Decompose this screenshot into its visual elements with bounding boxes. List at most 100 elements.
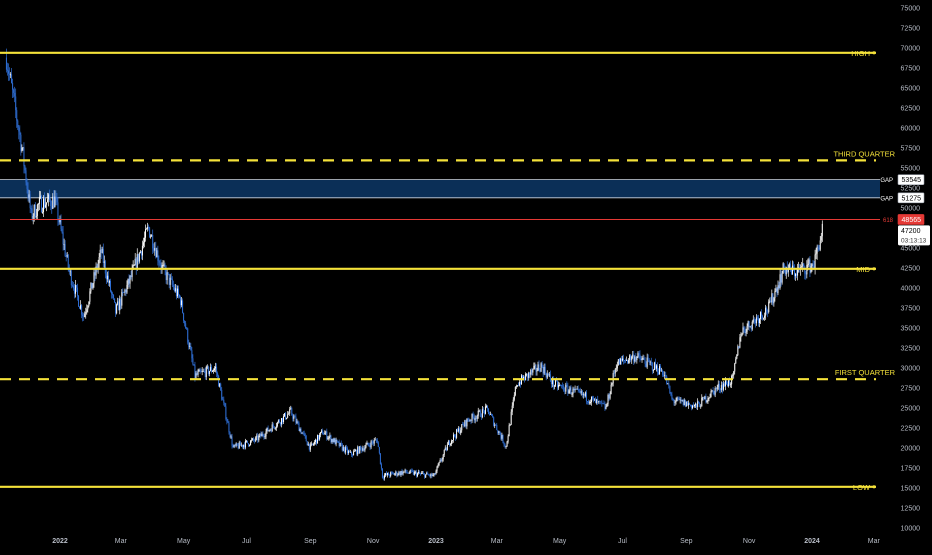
candle-body bbox=[458, 428, 460, 432]
candle-body bbox=[168, 273, 170, 285]
candle-body bbox=[802, 263, 804, 267]
candle-body bbox=[45, 204, 47, 208]
candle-body bbox=[277, 420, 279, 423]
candle-body bbox=[743, 327, 745, 330]
candle-body bbox=[212, 370, 214, 372]
candle-body bbox=[597, 399, 599, 402]
candle-body bbox=[742, 327, 744, 334]
candle-body bbox=[708, 397, 710, 399]
candle-body bbox=[40, 196, 42, 213]
candle-body bbox=[126, 285, 128, 293]
candle-body bbox=[210, 367, 212, 372]
candle-body bbox=[274, 428, 276, 429]
y-tick-label: 15000 bbox=[901, 486, 921, 493]
candle-body bbox=[371, 441, 373, 443]
candle-body bbox=[309, 444, 311, 450]
candle-body bbox=[606, 404, 608, 407]
candle-body bbox=[191, 350, 193, 359]
y-tick-label: 17500 bbox=[901, 466, 921, 473]
candle-body bbox=[587, 401, 589, 403]
candle-body bbox=[482, 409, 484, 411]
candle-body bbox=[534, 365, 536, 367]
candle-body bbox=[568, 390, 570, 394]
candle-body bbox=[365, 444, 367, 448]
candle-body bbox=[451, 440, 453, 441]
candle-body bbox=[284, 413, 286, 417]
candle-body bbox=[578, 389, 580, 391]
candle-body bbox=[491, 414, 493, 416]
candle-body bbox=[364, 447, 366, 451]
candle-body bbox=[575, 388, 577, 390]
candle-body bbox=[744, 329, 746, 333]
candle-body bbox=[346, 448, 348, 454]
fib-price-tag-bg bbox=[897, 214, 925, 225]
candle-body bbox=[7, 70, 9, 74]
candle-body bbox=[480, 416, 482, 418]
candle-body bbox=[285, 413, 287, 419]
candle-body bbox=[471, 413, 473, 421]
candle-body bbox=[797, 268, 799, 276]
x-tick-label: Mar bbox=[868, 538, 881, 545]
candle-body bbox=[170, 277, 172, 279]
candle-body bbox=[275, 426, 277, 429]
candle-body bbox=[498, 431, 500, 434]
candle-body bbox=[762, 315, 764, 319]
candle-body bbox=[214, 368, 216, 371]
candle-body bbox=[339, 442, 341, 447]
candle-body bbox=[408, 473, 410, 474]
candle-body bbox=[71, 285, 73, 286]
candle-body bbox=[502, 435, 504, 443]
candle-body bbox=[265, 431, 267, 437]
candle-body bbox=[626, 359, 628, 361]
candle-body bbox=[136, 254, 138, 270]
candle-body bbox=[485, 406, 487, 407]
level-dot bbox=[872, 267, 876, 271]
candle-body bbox=[605, 406, 607, 409]
candle-body bbox=[776, 288, 778, 294]
candle-body bbox=[584, 392, 586, 396]
candle-body bbox=[704, 396, 706, 400]
candle-body bbox=[633, 354, 635, 362]
candle-body bbox=[410, 469, 412, 471]
candle-body bbox=[548, 374, 550, 376]
candle-body bbox=[753, 319, 755, 321]
y-tick-label: 42500 bbox=[901, 266, 921, 273]
candle-body bbox=[85, 312, 87, 314]
candle-body bbox=[43, 198, 45, 213]
candle-body bbox=[466, 418, 468, 427]
candle-body bbox=[463, 424, 465, 427]
x-tick-label: 2022 bbox=[52, 538, 68, 545]
candle-body bbox=[403, 471, 405, 473]
candle-body bbox=[160, 264, 162, 269]
candle-body bbox=[426, 472, 428, 475]
candle-body bbox=[223, 399, 225, 403]
candle-body bbox=[601, 401, 603, 404]
candle-body bbox=[255, 437, 257, 442]
candle-body bbox=[457, 429, 459, 432]
candle-body bbox=[376, 440, 378, 443]
candle-body bbox=[700, 406, 702, 408]
candle-body bbox=[695, 403, 697, 405]
fib-price-tag: 48565 bbox=[902, 217, 922, 224]
candle-body bbox=[243, 444, 245, 448]
candle-body bbox=[450, 440, 452, 445]
y-tick-label: 27500 bbox=[901, 386, 921, 393]
candle-body bbox=[531, 370, 533, 373]
candle-body bbox=[175, 288, 177, 297]
candle-body bbox=[118, 301, 120, 311]
candle-body bbox=[94, 272, 96, 276]
candle-body bbox=[190, 345, 192, 351]
candle-body bbox=[636, 356, 638, 361]
candle-body bbox=[464, 420, 466, 427]
candle-body bbox=[803, 263, 805, 267]
candle-body bbox=[298, 423, 300, 432]
candle-body bbox=[131, 268, 133, 278]
candle-body bbox=[512, 399, 514, 406]
candle-body bbox=[49, 194, 51, 201]
candle-body bbox=[728, 380, 730, 387]
candle-body bbox=[654, 362, 656, 369]
candle-body bbox=[303, 432, 305, 434]
candle-body bbox=[356, 450, 358, 455]
candle-body bbox=[648, 359, 650, 363]
